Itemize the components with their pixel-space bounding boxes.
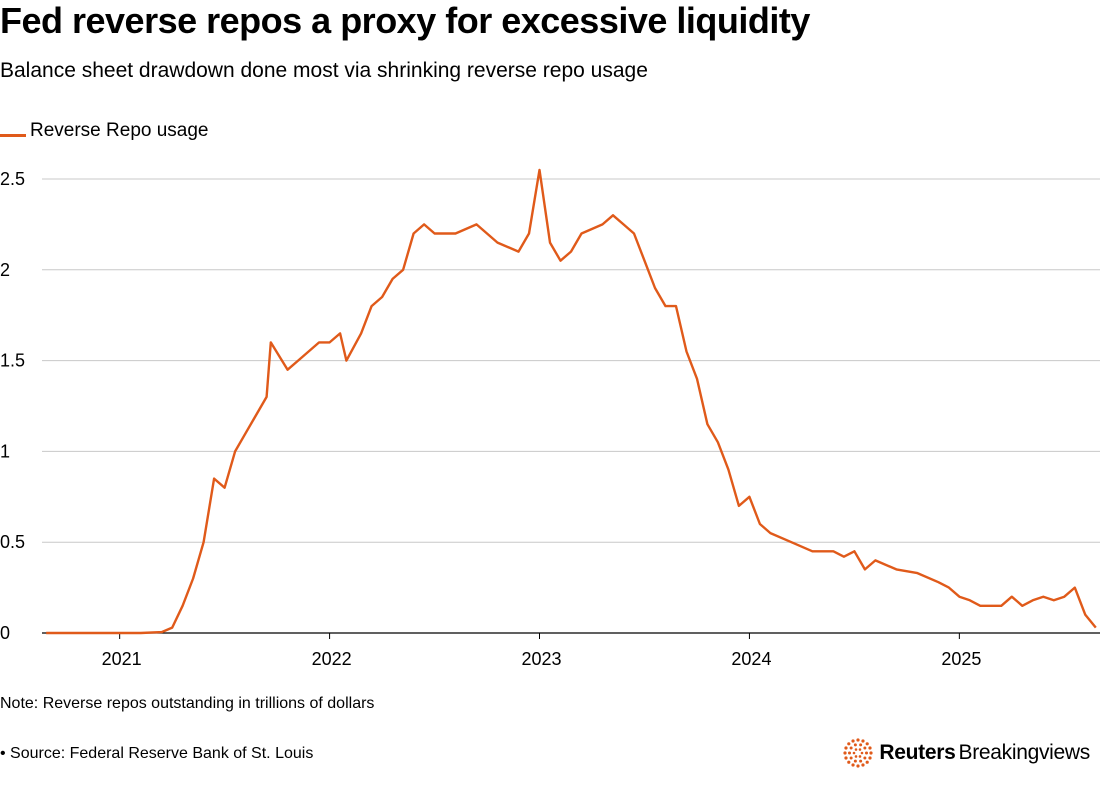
series-line-reverse-repo <box>46 168 1097 635</box>
gridlines <box>42 178 1100 543</box>
y-tick-label: 0 <box>0 623 10 643</box>
y-tick-label: 2.5 <box>0 169 25 189</box>
chart-subtitle: Balance sheet drawdown done most via shr… <box>0 59 648 82</box>
brand-primary: Reuters <box>879 741 956 764</box>
x-axis-ticks: 2021 2022 2023 2024 2025 <box>102 633 981 669</box>
x-tick-label: 2021 <box>102 649 142 669</box>
x-tick-label: 2024 <box>731 649 771 669</box>
y-tick-label: 1 <box>0 441 10 461</box>
brand-logo: Reuters Breakingviews <box>843 738 1090 768</box>
y-tick-label: 1.5 <box>0 351 25 371</box>
y-tick-label: 2 <box>0 260 10 280</box>
line-chart: 0 0.5 1 1.5 2 2.5 2021 2022 2023 2024 2025 <box>0 168 1100 669</box>
chart-title: Fed reverse repos a proxy for excessive … <box>0 0 810 41</box>
legend-label: Reverse Repo usage <box>30 120 209 141</box>
legend-swatch <box>0 133 26 137</box>
brand-secondary: Breakingviews <box>958 741 1091 764</box>
y-axis-ticks: 0 0.5 1 1.5 2 2.5 <box>0 169 25 643</box>
chart-source: • Source: Federal Reserve Bank of St. Lo… <box>0 745 314 762</box>
legend: Reverse Repo usage <box>0 120 209 142</box>
x-tick-label: 2025 <box>941 649 981 669</box>
x-tick-label: 2022 <box>312 649 352 669</box>
chart-note: Note: Reverse repos outstanding in trill… <box>0 695 375 712</box>
reuters-dot-ring-icon <box>843 738 873 768</box>
y-tick-label: 0.5 <box>0 532 25 552</box>
x-tick-label: 2023 <box>521 649 561 669</box>
